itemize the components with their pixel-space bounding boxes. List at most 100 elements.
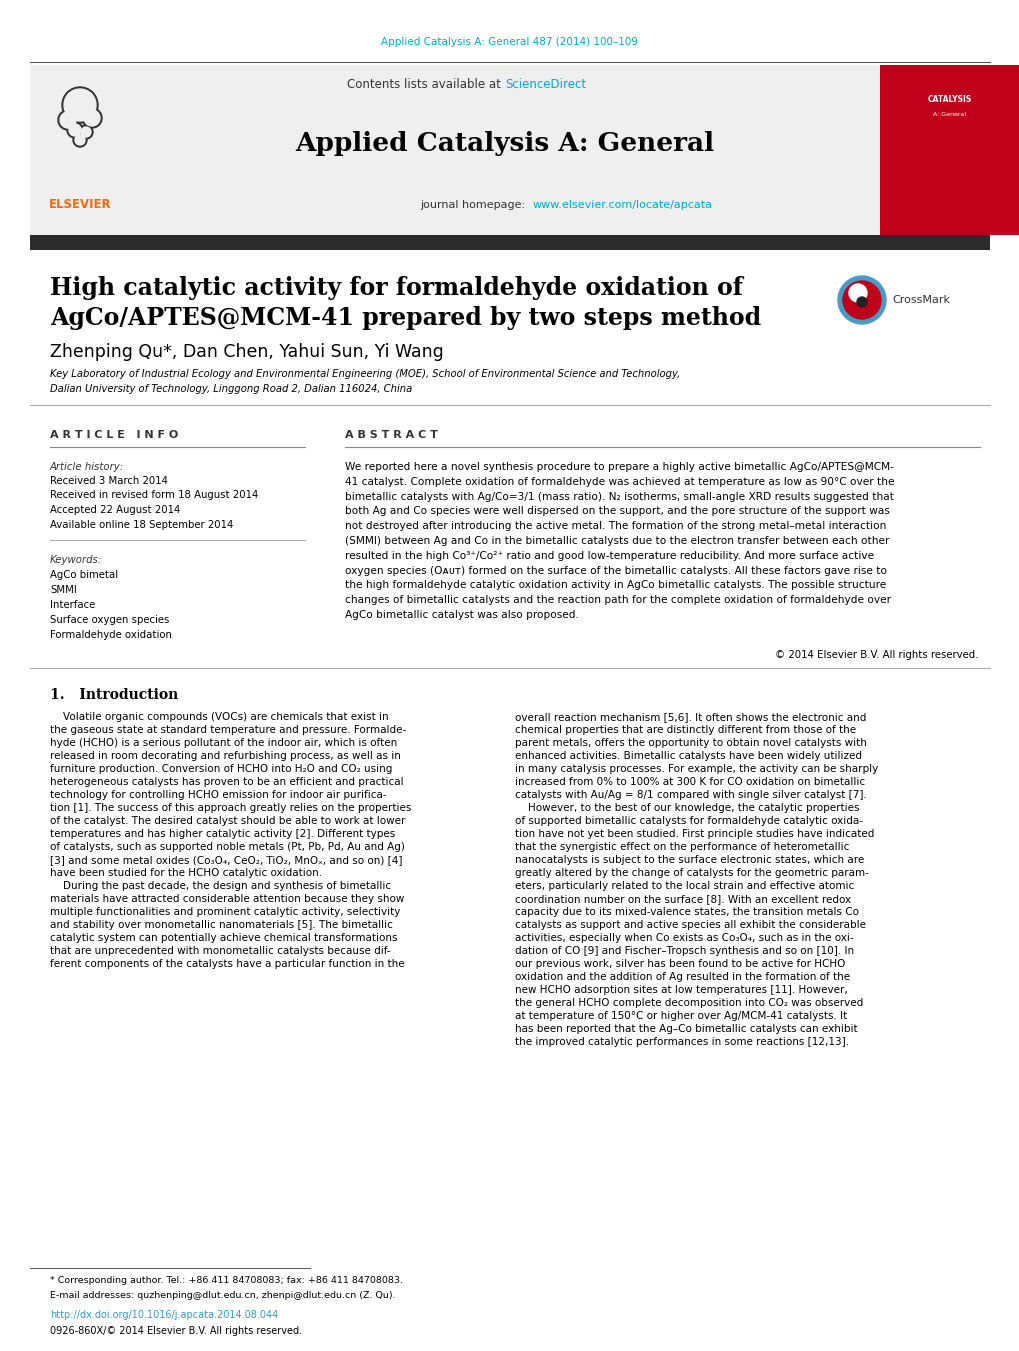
Text: new HCHO adsorption sites at low temperatures [11]. However,: new HCHO adsorption sites at low tempera… bbox=[515, 985, 847, 994]
Text: catalysts as support and active species all exhibit the considerable: catalysts as support and active species … bbox=[515, 920, 865, 929]
Text: Contents lists available at: Contents lists available at bbox=[347, 78, 504, 92]
Text: greatly altered by the change of catalysts for the geometric param-: greatly altered by the change of catalys… bbox=[515, 867, 868, 878]
Text: Dalian University of Technology, Linggong Road 2, Dalian 116024, China: Dalian University of Technology, Linggon… bbox=[50, 384, 412, 394]
Text: the general HCHO complete decomposition into CO₂ was observed: the general HCHO complete decomposition … bbox=[515, 998, 862, 1008]
Text: oxygen species (Oᴀᴜᴛ) formed on the surface of the bimetallic catalysts. All the: oxygen species (Oᴀᴜᴛ) formed on the surf… bbox=[344, 566, 887, 576]
Text: changes of bimetallic catalysts and the reaction path for the complete oxidation: changes of bimetallic catalysts and the … bbox=[344, 596, 891, 605]
Text: Received 3 March 2014: Received 3 March 2014 bbox=[50, 476, 168, 486]
Circle shape bbox=[842, 281, 880, 319]
Text: that are unprecedented with monometallic catalysts because dif-: that are unprecedented with monometallic… bbox=[50, 946, 390, 957]
Text: of supported bimetallic catalysts for formaldehyde catalytic oxida-: of supported bimetallic catalysts for fo… bbox=[515, 816, 862, 825]
Circle shape bbox=[73, 132, 87, 147]
Text: Available online 18 September 2014: Available online 18 September 2014 bbox=[50, 520, 233, 530]
Text: overall reaction mechanism [5,6]. It often shows the electronic and: overall reaction mechanism [5,6]. It oft… bbox=[515, 712, 865, 721]
Text: both Ag and Co species were well dispersed on the support, and the pore structur: both Ag and Co species were well dispers… bbox=[344, 507, 889, 516]
Text: has been reported that the Ag–Co bimetallic catalysts can exhibit: has been reported that the Ag–Co bimetal… bbox=[515, 1024, 857, 1034]
Text: Keywords:: Keywords: bbox=[50, 555, 102, 565]
Text: catalytic system can potentially achieve chemical transformations: catalytic system can potentially achieve… bbox=[50, 934, 397, 943]
Text: materials have attracted considerable attention because they show: materials have attracted considerable at… bbox=[50, 894, 404, 904]
Text: temperatures and has higher catalytic activity [2]. Different types: temperatures and has higher catalytic ac… bbox=[50, 830, 395, 839]
Text: of the catalyst. The desired catalyst should be able to work at lower: of the catalyst. The desired catalyst sh… bbox=[50, 816, 405, 825]
Text: http://dx.doi.org/10.1016/j.apcata.2014.08.044: http://dx.doi.org/10.1016/j.apcata.2014.… bbox=[50, 1310, 278, 1320]
Text: not destroyed after introducing the active metal. The formation of the strong me: not destroyed after introducing the acti… bbox=[344, 521, 886, 531]
Text: Formaldehyde oxidation: Formaldehyde oxidation bbox=[50, 630, 172, 640]
Circle shape bbox=[78, 126, 93, 139]
Text: 41 catalyst. Complete oxidation of formaldehyde was achieved at temperature as l: 41 catalyst. Complete oxidation of forma… bbox=[344, 477, 894, 486]
Text: Volatile organic compounds (VOCs) are chemicals that exist in: Volatile organic compounds (VOCs) are ch… bbox=[50, 712, 388, 721]
Text: nanocatalysts is subject to the surface electronic states, which are: nanocatalysts is subject to the surface … bbox=[515, 855, 863, 865]
Text: Applied Catalysis A: General: Applied Catalysis A: General bbox=[296, 131, 714, 155]
Text: During the past decade, the design and synthesis of bimetallic: During the past decade, the design and s… bbox=[50, 881, 390, 892]
Text: A B S T R A C T: A B S T R A C T bbox=[344, 430, 437, 440]
Text: (SMMI) between Ag and Co in the bimetallic catalysts due to the electron transfe: (SMMI) between Ag and Co in the bimetall… bbox=[344, 536, 889, 546]
Text: capacity due to its mixed-valence states, the transition metals Co: capacity due to its mixed-valence states… bbox=[515, 907, 858, 917]
Circle shape bbox=[856, 297, 866, 307]
Text: tion have not yet been studied. First principle studies have indicated: tion have not yet been studied. First pr… bbox=[515, 830, 873, 839]
Text: Zhenping Qu*, Dan Chen, Yahui Sun, Yi Wang: Zhenping Qu*, Dan Chen, Yahui Sun, Yi Wa… bbox=[50, 343, 443, 361]
Text: in many catalysis processes. For example, the activity can be sharply: in many catalysis processes. For example… bbox=[515, 765, 877, 774]
Circle shape bbox=[60, 112, 76, 128]
Text: AgCo/APTES@MCM-41 prepared by two steps method: AgCo/APTES@MCM-41 prepared by two steps … bbox=[50, 305, 760, 330]
Text: coordination number on the surface [8]. With an excellent redox: coordination number on the surface [8]. … bbox=[515, 894, 850, 904]
Circle shape bbox=[62, 86, 98, 123]
Text: hyde (HCHO) is a serious pollutant of the indoor air, which is often: hyde (HCHO) is a serious pollutant of th… bbox=[50, 738, 396, 748]
Circle shape bbox=[84, 109, 100, 126]
Text: enhanced activities. Bimetallic catalysts have been widely utilized: enhanced activities. Bimetallic catalyst… bbox=[515, 751, 861, 761]
Text: 1.   Introduction: 1. Introduction bbox=[50, 688, 178, 703]
Text: Surface oxygen species: Surface oxygen species bbox=[50, 615, 169, 626]
Bar bbox=[879, 65, 1019, 235]
Text: of catalysts, such as supported noble metals (Pt, Pb, Pd, Au and Ag): of catalysts, such as supported noble me… bbox=[50, 842, 405, 852]
Text: Interface: Interface bbox=[50, 600, 95, 611]
Bar bbox=[129, 65, 879, 235]
Text: High catalytic activity for formaldehyde oxidation of: High catalytic activity for formaldehyde… bbox=[50, 276, 742, 300]
Text: furniture production. Conversion of HCHO into H₂O and CO₂ using: furniture production. Conversion of HCHO… bbox=[50, 765, 392, 774]
Text: at temperature of 150°C or higher over Ag/MCM-41 catalysts. It: at temperature of 150°C or higher over A… bbox=[515, 1011, 847, 1021]
Bar bbox=[30, 65, 129, 235]
Text: journal homepage:: journal homepage: bbox=[420, 200, 528, 209]
Text: the improved catalytic performances in some reactions [12,13].: the improved catalytic performances in s… bbox=[515, 1038, 848, 1047]
Text: SMMI: SMMI bbox=[50, 585, 76, 594]
Text: ScienceDirect: ScienceDirect bbox=[504, 78, 586, 92]
Circle shape bbox=[64, 89, 96, 122]
Text: 0926-860X/© 2014 Elsevier B.V. All rights reserved.: 0926-860X/© 2014 Elsevier B.V. All right… bbox=[50, 1325, 302, 1336]
Text: catalysts with Au/Ag = 8/1 compared with single silver catalyst [7].: catalysts with Au/Ag = 8/1 compared with… bbox=[515, 790, 866, 800]
Text: However, to the best of our knowledge, the catalytic properties: However, to the best of our knowledge, t… bbox=[515, 802, 859, 813]
Circle shape bbox=[58, 109, 77, 130]
Text: multiple functionalities and prominent catalytic activity, selectivity: multiple functionalities and prominent c… bbox=[50, 907, 400, 917]
Text: ELSEVIER: ELSEVIER bbox=[49, 199, 111, 212]
Text: Article history:: Article history: bbox=[50, 462, 124, 471]
Text: that the synergistic effect on the performance of heterometallic: that the synergistic effect on the perfo… bbox=[515, 842, 849, 852]
Text: heterogeneous catalysts has proven to be an efficient and practical: heterogeneous catalysts has proven to be… bbox=[50, 777, 404, 788]
Circle shape bbox=[69, 124, 81, 136]
Text: © 2014 Elsevier B.V. All rights reserved.: © 2014 Elsevier B.V. All rights reserved… bbox=[773, 650, 977, 661]
Text: Received in revised form 18 August 2014: Received in revised form 18 August 2014 bbox=[50, 490, 258, 500]
Circle shape bbox=[75, 135, 85, 145]
Text: oxidation and the addition of Ag resulted in the formation of the: oxidation and the addition of Ag resulte… bbox=[515, 971, 849, 982]
Text: ferent components of the catalysts have a particular function in the: ferent components of the catalysts have … bbox=[50, 959, 405, 969]
Text: our previous work, silver has been found to be active for HCHO: our previous work, silver has been found… bbox=[515, 959, 845, 969]
Text: eters, particularly related to the local strain and effective atomic: eters, particularly related to the local… bbox=[515, 881, 854, 892]
Circle shape bbox=[67, 122, 83, 138]
Text: technology for controlling HCHO emission for indoor air purifica-: technology for controlling HCHO emission… bbox=[50, 790, 386, 800]
Text: bimetallic catalysts with Ag/Co=3/1 (mass ratio). N₂ isotherms, small-angle XRD : bimetallic catalysts with Ag/Co=3/1 (mas… bbox=[344, 492, 893, 501]
Text: A R T I C L E   I N F O: A R T I C L E I N F O bbox=[50, 430, 178, 440]
Text: dation of CO [9] and Fischer–Tropsch synthesis and so on [10]. In: dation of CO [9] and Fischer–Tropsch syn… bbox=[515, 946, 853, 957]
Text: We reported here a novel synthesis procedure to prepare a highly active bimetall: We reported here a novel synthesis proce… bbox=[344, 462, 893, 471]
Text: the high formaldehyde catalytic oxidation activity in AgCo bimetallic catalysts.: the high formaldehyde catalytic oxidatio… bbox=[344, 581, 886, 590]
Text: parent metals, offers the opportunity to obtain novel catalysts with: parent metals, offers the opportunity to… bbox=[515, 738, 866, 748]
Text: tion [1]. The success of this approach greatly relies on the properties: tion [1]. The success of this approach g… bbox=[50, 802, 411, 813]
Text: A: General: A: General bbox=[932, 112, 966, 118]
Text: Key Laboratory of Industrial Ecology and Environmental Engineering (MOE), School: Key Laboratory of Industrial Ecology and… bbox=[50, 369, 680, 380]
Text: * Corresponding author. Tel.: +86 411 84708083; fax: +86 411 84708083.: * Corresponding author. Tel.: +86 411 84… bbox=[50, 1275, 403, 1285]
Text: activities, especially when Co exists as Co₃O₄, such as in the oxi-: activities, especially when Co exists as… bbox=[515, 934, 853, 943]
Text: Applied Catalysis A: General 487 (2014) 100–109: Applied Catalysis A: General 487 (2014) … bbox=[381, 36, 638, 47]
Text: [3] and some metal oxides (Co₃O₄, CeO₂, TiO₂, MnOₓ, and so on) [4]: [3] and some metal oxides (Co₃O₄, CeO₂, … bbox=[50, 855, 403, 865]
Circle shape bbox=[81, 127, 91, 136]
Text: E-mail addresses: quzhenping@dlut.edu.cn, zhenpi@dlut.edu.cn (Z. Qu).: E-mail addresses: quzhenping@dlut.edu.cn… bbox=[50, 1292, 395, 1300]
Text: AgCo bimetallic catalyst was also proposed.: AgCo bimetallic catalyst was also propos… bbox=[344, 611, 579, 620]
Text: increased from 0% to 100% at 300 K for CO oxidation on bimetallic: increased from 0% to 100% at 300 K for C… bbox=[515, 777, 864, 788]
Text: www.elsevier.com/locate/apcata: www.elsevier.com/locate/apcata bbox=[533, 200, 712, 209]
Text: and stability over monometallic nanomaterials [5]. The bimetallic: and stability over monometallic nanomate… bbox=[50, 920, 392, 929]
Text: the gaseous state at standard temperature and pressure. Formalde-: the gaseous state at standard temperatur… bbox=[50, 725, 406, 735]
Text: chemical properties that are distinctly different from those of the: chemical properties that are distinctly … bbox=[515, 725, 855, 735]
